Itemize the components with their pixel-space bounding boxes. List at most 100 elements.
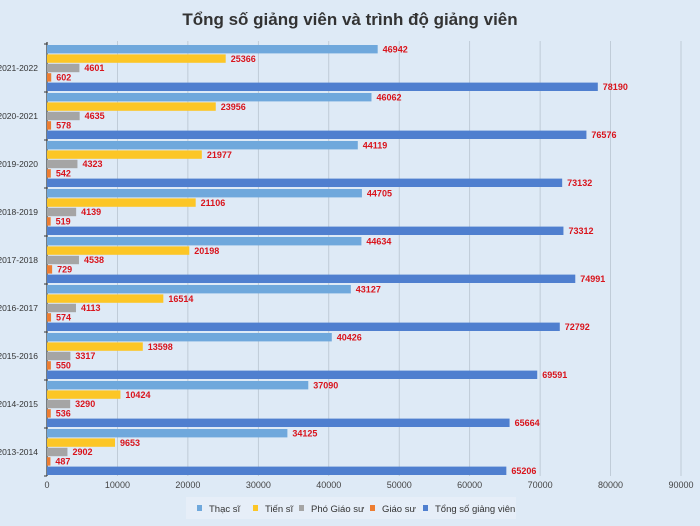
data-label: 550 (56, 361, 71, 371)
bar (47, 207, 77, 217)
data-label: 602 (56, 73, 71, 83)
bar (47, 102, 216, 111)
bar (47, 45, 378, 54)
x-tick-label: 60000 (457, 480, 482, 490)
bar (47, 274, 576, 283)
bar (47, 93, 372, 102)
bar (47, 381, 309, 390)
data-label: 44634 (366, 236, 391, 246)
bar (47, 418, 510, 427)
data-label: 487 (55, 457, 70, 467)
category-label: 2017-2018 (0, 255, 38, 265)
bar (47, 111, 80, 121)
legend-swatch (197, 505, 202, 511)
bar (47, 141, 358, 150)
x-tick-label: 70000 (528, 480, 553, 490)
x-tick-label: 50000 (387, 480, 412, 490)
bar (47, 159, 78, 169)
bar (47, 169, 51, 178)
data-label: 40426 (337, 332, 362, 342)
data-label: 536 (56, 409, 71, 419)
bar (47, 121, 52, 130)
bar (47, 361, 51, 370)
category-label: 2015-2016 (0, 351, 38, 361)
bar (47, 322, 560, 331)
data-label: 729 (57, 265, 72, 275)
legend-label: Giáo sư (382, 504, 416, 515)
data-label: 72792 (565, 322, 590, 332)
category-label: 2019-2020 (0, 159, 38, 169)
data-label: 65664 (515, 418, 540, 428)
bar (47, 447, 68, 457)
data-label: 542 (56, 169, 71, 179)
x-tick-label: 20000 (175, 480, 200, 490)
bar (47, 82, 598, 91)
data-label: 23956 (221, 102, 246, 112)
legend-label: Tiến sĩ (265, 504, 294, 515)
category-label: 2013-2014 (0, 447, 38, 457)
bar (47, 333, 332, 342)
category-label: 2016-2017 (0, 303, 38, 313)
data-label: 10424 (125, 390, 150, 400)
bar (47, 226, 564, 235)
data-label: 574 (56, 313, 71, 323)
data-label: 4113 (81, 303, 101, 313)
bar (47, 409, 51, 418)
legend-swatch (370, 505, 375, 511)
data-label: 44705 (367, 188, 392, 198)
bar (47, 217, 51, 226)
data-label: 16514 (168, 294, 193, 304)
x-tick-label: 90000 (668, 480, 693, 490)
bar (47, 255, 79, 265)
bar (47, 466, 507, 475)
data-label: 21977 (207, 150, 232, 160)
data-label: 44119 (363, 140, 388, 150)
x-tick-label: 30000 (246, 480, 271, 490)
data-label: 4635 (85, 111, 105, 121)
data-label: 43127 (356, 284, 381, 294)
bar (47, 130, 587, 139)
category-label: 2018-2019 (0, 207, 38, 217)
legend-label: Thạc sĩ (209, 504, 241, 515)
data-label: 65206 (511, 466, 536, 476)
data-label: 74991 (580, 274, 605, 284)
data-label: 519 (56, 217, 71, 227)
x-tick-label: 0 (44, 480, 49, 490)
data-label: 34125 (292, 428, 317, 438)
bar (47, 370, 538, 379)
legend-swatch (299, 505, 304, 511)
bar (47, 390, 121, 399)
data-label: 76576 (591, 130, 616, 140)
bar (47, 178, 563, 187)
category-label: 2021-2022 (0, 63, 38, 73)
bar (47, 237, 362, 246)
bar (47, 246, 190, 255)
bar (47, 457, 51, 466)
data-label: 4323 (82, 159, 102, 169)
bar (47, 265, 53, 274)
bar (47, 399, 71, 409)
x-tick-label: 80000 (598, 480, 623, 490)
bar (47, 438, 116, 447)
data-label: 25366 (231, 54, 256, 64)
data-label: 20198 (194, 246, 219, 256)
data-label: 46062 (376, 92, 401, 102)
bar (47, 150, 202, 159)
legend-label: Tổng số giảng viên (435, 504, 515, 515)
x-tick-label: 10000 (105, 480, 130, 490)
legend-box (186, 497, 516, 519)
x-tick-label: 40000 (316, 480, 341, 490)
bar (47, 351, 71, 361)
data-label: 13598 (148, 342, 173, 352)
bar (47, 54, 226, 63)
bar (47, 73, 52, 82)
legend-swatch (423, 505, 428, 511)
data-label: 4139 (81, 207, 101, 217)
data-label: 73132 (567, 178, 592, 188)
data-label: 3317 (75, 351, 95, 361)
bar (47, 294, 164, 303)
data-label: 4601 (84, 63, 104, 73)
data-label: 9653 (120, 438, 140, 448)
legend-label: Phó Giáo sư (311, 504, 365, 515)
